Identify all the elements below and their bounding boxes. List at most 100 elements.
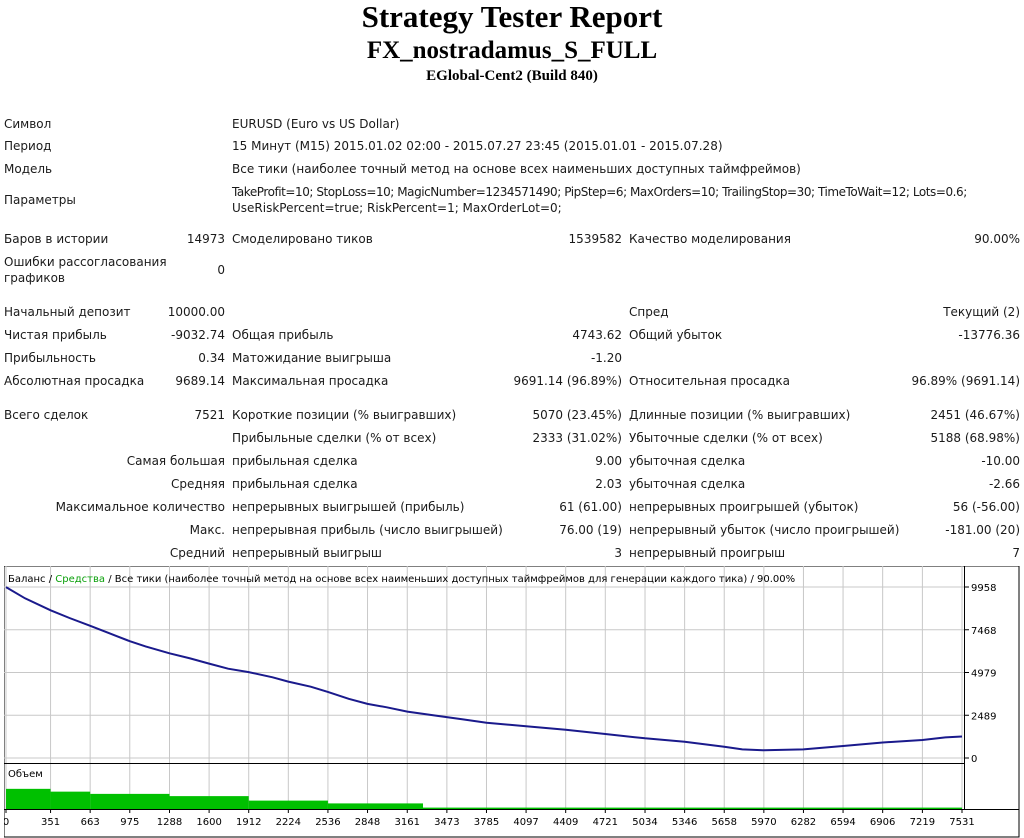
x-tick-label: 1600: [196, 817, 221, 828]
bars-label: Баров в истории: [4, 232, 109, 246]
abs-drawdown-label: Абсолютная просадка: [4, 374, 145, 388]
x-tick-label: 1288: [157, 817, 182, 828]
x-tick-label: 5034: [632, 817, 657, 828]
max-cons-losses-label: непрерывных проигрышей (убыток): [629, 500, 859, 514]
deposit-value: 10000.00: [167, 305, 225, 319]
x-tick-label: 351: [41, 817, 60, 828]
errors-value: 0: [217, 263, 225, 277]
max-drawdown-label: Максимальная просадка: [232, 374, 389, 388]
params-line-2: UseRiskPercent=true; RiskPercent=1; MaxO…: [232, 201, 562, 215]
payoff-label: Матожидание выигрыша: [232, 351, 392, 365]
max-cons-wins-label: непрерывных выигрышей (прибыль): [232, 500, 465, 514]
legend-sep-2: /: [105, 574, 115, 585]
x-tick-labels: 0 351 663 975 1288 1600 1912 2224 2536 2848 3161 34…: [4, 809, 975, 828]
max-cons-wins-value: 61 (61.00): [559, 500, 622, 514]
y-tick-label: 2489: [971, 711, 996, 722]
largest-loss-label: убыточная сделка: [629, 454, 746, 468]
max-cons-profit-value: 76.00 (19): [559, 523, 622, 537]
x-tick-label: 0: [4, 817, 9, 828]
errors-label-line-2: графиков: [4, 271, 65, 285]
x-tick-label: 3785: [474, 817, 499, 828]
spread-value: Текущий (2): [943, 305, 1020, 319]
deposit-label: Начальный депозит: [4, 305, 131, 319]
x-tick-label: 2848: [355, 817, 380, 828]
net-profit-value: -9032.74: [171, 328, 225, 342]
max-cons-loss-label: непрерывный убыток (число проигрышей): [629, 523, 900, 537]
gross-profit-label: Общая прибыль: [232, 328, 334, 342]
avg-cons-wins-label: непрерывный выигрыш: [232, 546, 382, 560]
rel-drawdown-label: Относительная просадка: [629, 374, 791, 388]
errors-label-line-1: Ошибки рассогласования: [4, 255, 167, 269]
model-label: Модель: [4, 162, 53, 176]
volume-bar: [423, 807, 962, 809]
x-tick-label: 975: [120, 817, 139, 828]
x-tick-label: 4097: [513, 817, 538, 828]
profit-factor-value: 0.34: [198, 351, 225, 365]
y-tick-label: 7468: [971, 626, 996, 637]
loss-trades-label: Убыточные сделки (% от всех): [629, 431, 823, 445]
largest-profit-label: прибыльная сделка: [232, 454, 358, 468]
legend-equity: Средства: [55, 574, 105, 585]
chart-grid: [4, 566, 964, 809]
legend-balance: Баланс: [8, 574, 46, 585]
x-tick-label: 1912: [236, 817, 261, 828]
volume-bar: [50, 791, 91, 809]
volume-label: Объем: [8, 769, 43, 780]
volume-bar: [327, 803, 424, 809]
period-label: Период: [4, 139, 52, 153]
avg-loss-value: -2.66: [988, 477, 1020, 491]
legend-model: Все тики (наиболее точный метод на основ…: [115, 574, 795, 585]
long-positions-label: Длинные позиции (% выигравших): [629, 408, 851, 422]
spread-label: Спред: [629, 305, 669, 319]
avg-profit-label: прибыльная сделка: [232, 477, 358, 491]
long-positions-value: 2451 (46.67%): [930, 408, 1020, 422]
avg-cons-losses-value: 7: [1012, 546, 1020, 560]
gross-profit-value: 4743.62: [572, 328, 622, 342]
largest-loss-value: -10.00: [981, 454, 1020, 468]
avg-cons-label: Средний: [169, 546, 225, 560]
x-tick-label: 3473: [434, 817, 459, 828]
x-tick-label: 6594: [830, 817, 855, 828]
avg-cons-losses-label: непрерывный проигрыш: [629, 546, 786, 560]
volume-bar: [169, 796, 249, 809]
x-tick-label: 5346: [672, 817, 697, 828]
gross-loss-label: Общий убыток: [629, 328, 723, 342]
x-tick-label: 2536: [315, 817, 340, 828]
max-drawdown-value: 9691.14 (96.89%): [513, 374, 622, 388]
max-count-label: Максимальное количество: [55, 500, 225, 514]
server-build: EGlobal-Cent2 (Build 840): [426, 68, 598, 84]
avg-loss-label: убыточная сделка: [629, 477, 746, 491]
total-trades-value: 7521: [194, 408, 225, 422]
ticks-value: 1539582: [568, 232, 622, 246]
max-cons-profit-label: непрерывная прибыль (число выигрышей): [232, 523, 503, 537]
volume-bars: [6, 788, 962, 809]
x-tick-label: 5658: [712, 817, 737, 828]
short-positions-value: 5070 (23.45%): [532, 408, 622, 422]
balance-chart: 9958 7468 4979 2489 0 0 351 663 975 1288 1600 1912…: [4, 566, 1020, 838]
strategy-name: FX_nostradamus_S_FULL: [366, 37, 658, 64]
volume-bar: [248, 800, 328, 809]
bars-value: 14973: [186, 232, 225, 246]
params-label: Параметры: [4, 193, 76, 207]
symbol-value: EURUSD (Euro vs US Dollar): [232, 117, 400, 131]
short-positions-label: Короткие позиции (% выигравших): [232, 408, 457, 422]
total-trades-label: Всего сделок: [4, 408, 89, 422]
abs-drawdown-value: 9689.14: [175, 374, 225, 388]
max-label: Макс.: [189, 523, 225, 537]
largest-profit-value: 9.00: [595, 454, 622, 468]
legend-sep-1: /: [46, 574, 56, 585]
balance-series-line: [5, 586, 963, 752]
x-tick-label: 4409: [553, 817, 578, 828]
x-tick-label: 3161: [395, 817, 420, 828]
symbol-label: Символ: [4, 117, 52, 131]
gross-loss-value: -13776.36: [958, 328, 1020, 342]
y-tick-label: 9958: [971, 583, 996, 594]
volume-bar: [6, 788, 51, 809]
model-value: Все тики (наиболее точный метод на основ…: [232, 162, 801, 176]
report-title: Strategy Tester Report: [361, 0, 663, 34]
x-tick-label: 7219: [910, 817, 935, 828]
average-label: Средняя: [171, 477, 225, 491]
net-profit-label: Чистая прибыль: [4, 328, 107, 342]
x-tick-label: 7531: [949, 817, 974, 828]
max-cons-losses-value: 56 (-56.00): [952, 500, 1020, 514]
